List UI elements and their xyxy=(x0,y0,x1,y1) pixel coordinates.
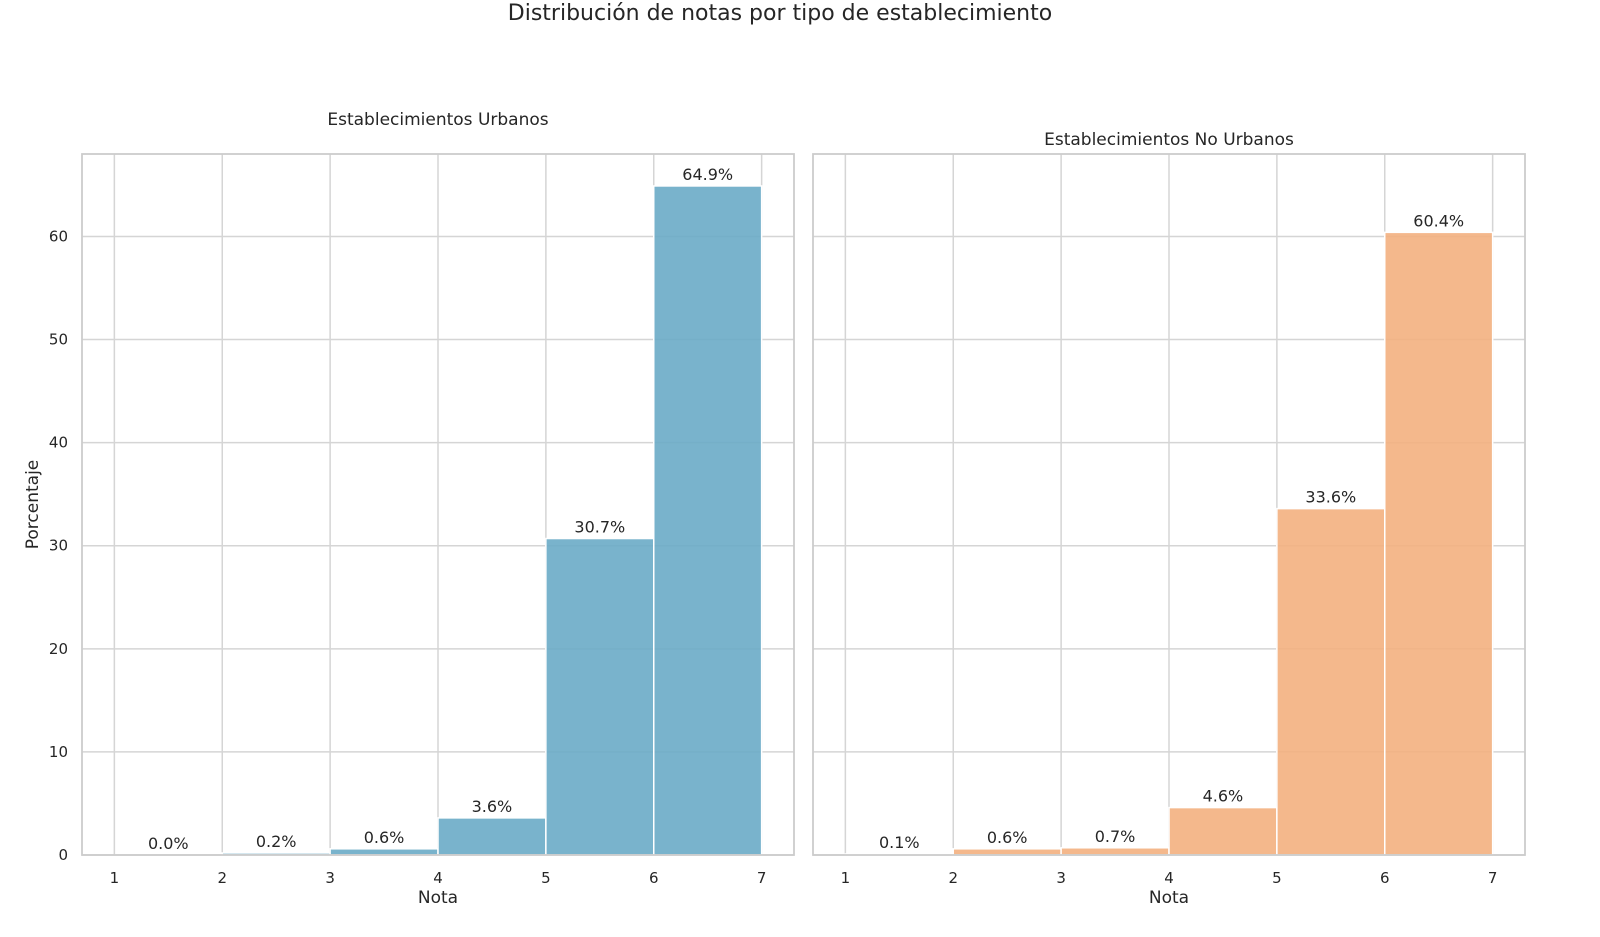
panel-1-title: Establecimientos Urbanos xyxy=(327,110,548,130)
panel-1-y-tick-label: 0 xyxy=(58,846,68,864)
figure-title: Distribución de notas por tipo de establ… xyxy=(507,1,1053,26)
panel-1-y-tick-label: 10 xyxy=(49,743,68,761)
panel-1-bar xyxy=(653,185,763,856)
panel-1-bar-label: 3.6% xyxy=(472,797,513,816)
panel-2-bar xyxy=(952,848,1062,856)
panel-1-x-tick-label: 3 xyxy=(325,869,335,887)
panel-1-bar-label: 0.2% xyxy=(256,832,297,851)
panel-1-bar-label: 0.6% xyxy=(364,828,405,847)
panel-1-bar-label: 64.9% xyxy=(682,165,733,184)
panel-1-bar xyxy=(329,848,439,856)
panel-1-x-tick-label: 6 xyxy=(649,869,659,887)
panel-2-x-tick-label: 6 xyxy=(1380,869,1390,887)
panel-2-x-tick-label: 4 xyxy=(1164,869,1174,887)
panel-2-x-tick-label: 5 xyxy=(1272,869,1282,887)
panel-2-x-tick-label: 7 xyxy=(1488,869,1498,887)
panel-2-frame xyxy=(812,153,1526,856)
panel-2-bar xyxy=(1276,507,1386,856)
panel-2-bar xyxy=(1060,847,1170,856)
panel-2-x-tick-label: 2 xyxy=(948,869,958,887)
panel-2-bar-label: 60.4% xyxy=(1413,211,1464,230)
panel-1-x-tick-label: 2 xyxy=(217,869,227,887)
panel-2-bar-label: 0.1% xyxy=(879,833,920,852)
panel-1-bar xyxy=(545,537,655,856)
panel-2-bar-label: 0.7% xyxy=(1095,827,1136,846)
panel-1-x-tick-label: 7 xyxy=(757,869,767,887)
panel-2-bar-label: 4.6% xyxy=(1203,787,1244,806)
panel-2-bar xyxy=(1168,806,1278,856)
panel-1-y-axis-label: Porcentaje xyxy=(23,460,43,550)
panel-1-y-tick-label: 60 xyxy=(49,227,68,245)
panel-1-bar-label: 0.0% xyxy=(148,834,189,853)
panel-2-bar xyxy=(1384,231,1494,856)
panel-2-bar-label: 0.6% xyxy=(987,828,1028,847)
panel-1-bar-label: 30.7% xyxy=(574,518,625,537)
panel-2-x-axis-label: Nota xyxy=(1149,888,1189,908)
panel-1-x-tick-label: 4 xyxy=(433,869,443,887)
panel-1-frame xyxy=(81,153,795,856)
panel-1-x-axis-label: Nota xyxy=(418,888,458,908)
panel-1-y-tick-label: 40 xyxy=(49,434,68,452)
panel-2-x-tick-label: 3 xyxy=(1056,869,1066,887)
panel-1-y-tick-label: 30 xyxy=(49,537,68,555)
panel-1-bar xyxy=(437,817,547,856)
panel-2-bar-label: 33.6% xyxy=(1305,488,1356,507)
panel-1-y-tick-label: 50 xyxy=(49,331,68,349)
panel-1-x-tick-label: 5 xyxy=(541,869,551,887)
panel-2-title: Establecimientos No Urbanos xyxy=(1044,130,1294,150)
panel-2-x-tick-label: 1 xyxy=(841,869,851,887)
panel-1-x-tick-label: 1 xyxy=(110,869,120,887)
panel-1-y-tick-label: 20 xyxy=(49,640,68,658)
